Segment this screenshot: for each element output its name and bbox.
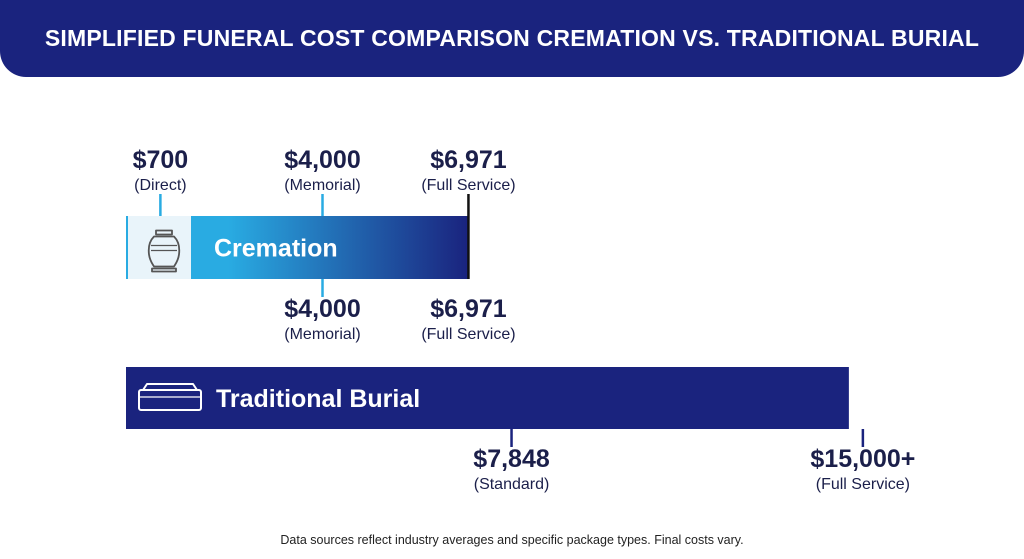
urn-icon	[128, 216, 191, 279]
cremation-series-label: Cremation	[214, 235, 338, 263]
header-banner: SIMPLIFIED FUNERAL COST COMPARISON CREMA…	[0, 0, 1024, 77]
price-label: $700	[133, 146, 189, 174]
marker-above-0-0: $700 (Direct)	[133, 146, 189, 216]
burial-bar	[126, 367, 849, 429]
note-label: (Memorial)	[284, 177, 360, 194]
casket-icon	[138, 383, 202, 411]
price-label: $15,000+	[810, 445, 915, 473]
marker-below-0-1: $6,971 (Full Service)	[421, 295, 515, 343]
marker-below-1-0: $7,848 (Standard)	[473, 429, 550, 493]
note-label: (Full Service)	[421, 326, 515, 343]
price-label: $4,000	[284, 146, 360, 174]
note-label: (Direct)	[134, 177, 186, 194]
marker-above-0-1: $4,000 (Memorial)	[284, 146, 361, 216]
burial-series-label: Traditional Burial	[216, 385, 420, 413]
marker-below-0-0: $4,000 (Memorial)	[284, 279, 361, 343]
note-label: (Full Service)	[421, 177, 515, 194]
price-label: $7,848	[473, 445, 550, 473]
price-label: $6,971	[430, 146, 507, 174]
note-label: (Full Service)	[816, 476, 910, 493]
note-label: (Standard)	[474, 476, 550, 493]
note-label: (Memorial)	[284, 326, 360, 343]
price-label: $4,000	[284, 295, 360, 323]
marker-below-1-1: $15,000+ (Full Service)	[810, 429, 915, 493]
price-label: $6,971	[430, 295, 507, 323]
page-title: SIMPLIFIED FUNERAL COST COMPARISON CREMA…	[44, 25, 980, 51]
footnote: Data sources reflect industry averages a…	[280, 533, 744, 547]
marker-above-0-2: $6,971 (Full Service)	[421, 146, 516, 279]
